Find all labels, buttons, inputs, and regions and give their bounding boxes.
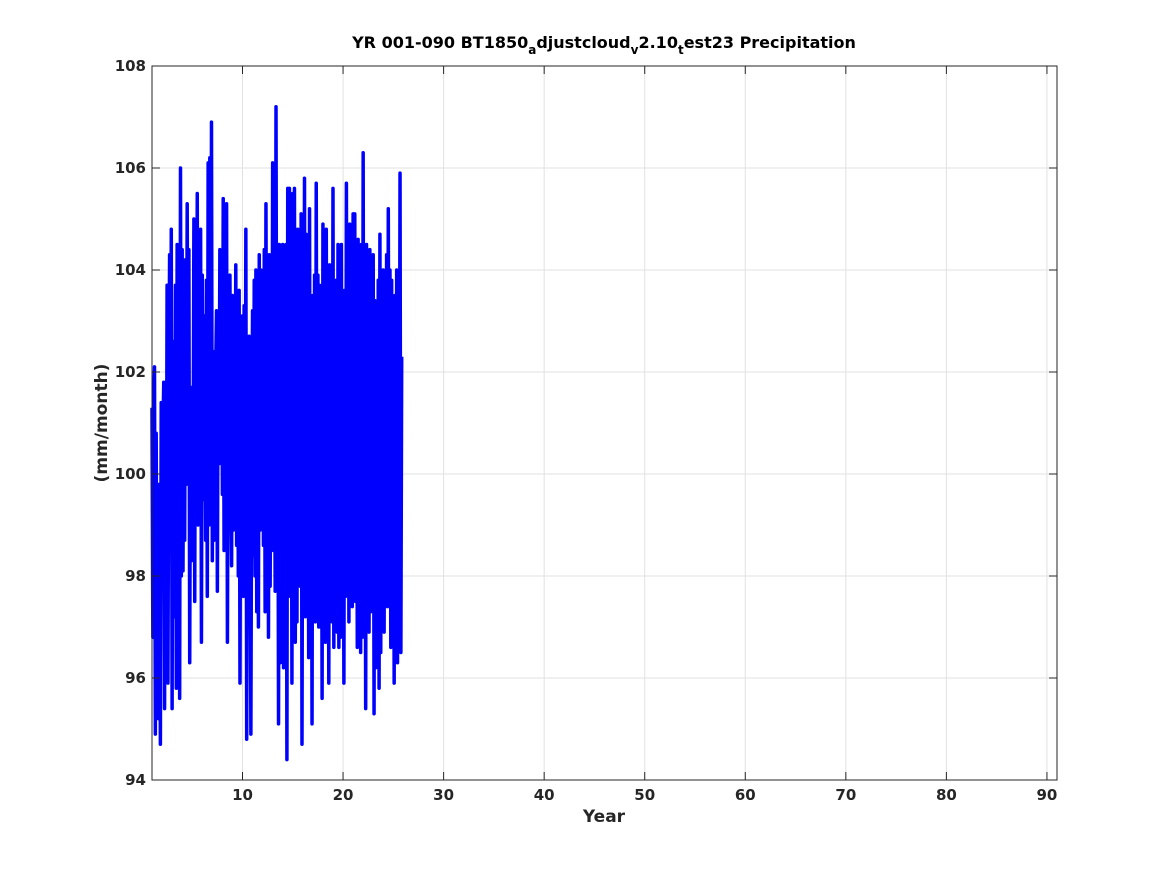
x-tick-label: 70 bbox=[835, 786, 856, 804]
title-subscript-2: v bbox=[631, 43, 639, 57]
y-tick-label: 98 bbox=[125, 567, 146, 585]
y-tick-label: 94 bbox=[125, 771, 146, 789]
plot-box bbox=[151, 65, 1058, 781]
x-axis-label: Year bbox=[582, 807, 626, 827]
y-tick-label: 100 bbox=[115, 465, 146, 483]
y-tick-label: 102 bbox=[115, 363, 146, 381]
x-tick-label: 90 bbox=[1037, 786, 1058, 804]
title-part-2: djustcloud bbox=[536, 33, 630, 52]
x-tick-label: 80 bbox=[936, 786, 957, 804]
x-tick-label: 30 bbox=[433, 786, 454, 804]
title-part-3: 2.10 bbox=[638, 33, 677, 52]
x-tick-labels: 10 20 30 40 50 60 70 80 90 bbox=[232, 786, 1057, 804]
series-layer bbox=[150, 105, 404, 762]
title-part-4: est23 Precipitation bbox=[684, 33, 856, 52]
x-tick-label: 10 bbox=[232, 786, 253, 804]
y-tick-label: 96 bbox=[125, 669, 146, 687]
chart-title: YR 001-090 BT1850adjustcloudv2.10test23 … bbox=[351, 33, 856, 57]
title-subscript-3: t bbox=[678, 43, 684, 57]
title-part-1: YR 001-090 BT1850 bbox=[351, 33, 528, 52]
x-tick-label: 50 bbox=[634, 786, 655, 804]
y-tick-label: 104 bbox=[115, 261, 146, 279]
y-tick-label: 106 bbox=[115, 159, 146, 177]
precipitation-series-line bbox=[150, 105, 404, 762]
ticks bbox=[152, 65, 1057, 781]
x-tick-label: 40 bbox=[534, 786, 555, 804]
title-subscript-1: a bbox=[528, 43, 536, 57]
x-tick-label: 60 bbox=[735, 786, 756, 804]
x-tick-label: 20 bbox=[333, 786, 354, 804]
y-tick-label: 108 bbox=[115, 57, 146, 75]
y-tick-labels: 94 96 98 100 102 104 106 108 bbox=[115, 57, 146, 789]
y-axis-label: (mm/month) bbox=[92, 364, 112, 483]
